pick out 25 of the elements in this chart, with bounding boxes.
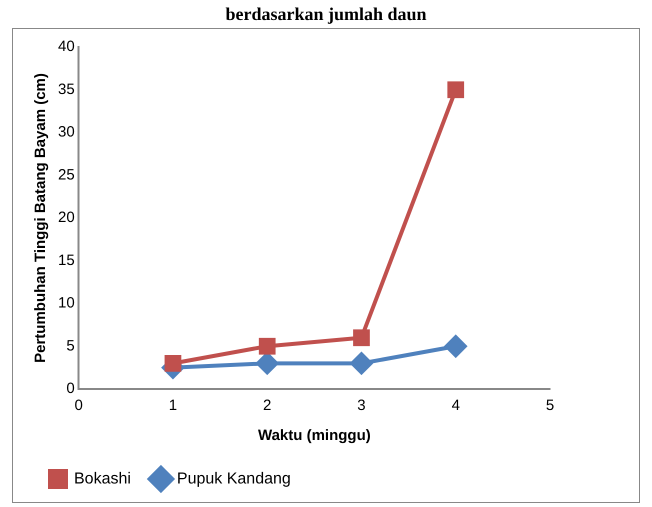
chart-title: berdasarkan jumlah daun — [224, 3, 428, 26]
x-tick-label: 3 — [357, 397, 366, 414]
point — [258, 338, 276, 355]
y-tick-label: 25 — [58, 166, 75, 184]
y-tick-label: 30 — [58, 124, 75, 141]
y-tick-label: 5 — [66, 337, 75, 354]
x-tick-label: 1 — [168, 397, 178, 414]
point — [164, 354, 182, 372]
x-tick-label: 4 — [452, 397, 460, 414]
point — [444, 335, 467, 358]
y-tick-label: 40 — [58, 38, 75, 56]
y-tick-label: 0 — [66, 380, 75, 398]
y-tick-label: 20 — [58, 209, 75, 226]
x-tick-label: 2 — [263, 397, 272, 414]
x-axis-title: Waktu (minggu) — [258, 427, 371, 444]
point — [353, 329, 370, 346]
y-axis-title: Pertumbuhan Tinggi Batang Bayam (cm) — [32, 73, 50, 363]
y-tick-label: 15 — [58, 252, 75, 269]
point — [350, 352, 372, 374]
point — [447, 81, 464, 98]
x-tick-label: 5 — [546, 397, 554, 414]
y-tick-label: 35 — [58, 80, 75, 98]
y-tick-label: 10 — [58, 294, 75, 312]
legend-label: Bokashi — [74, 470, 131, 488]
legend-label: Pupuk Kandang — [176, 470, 291, 488]
